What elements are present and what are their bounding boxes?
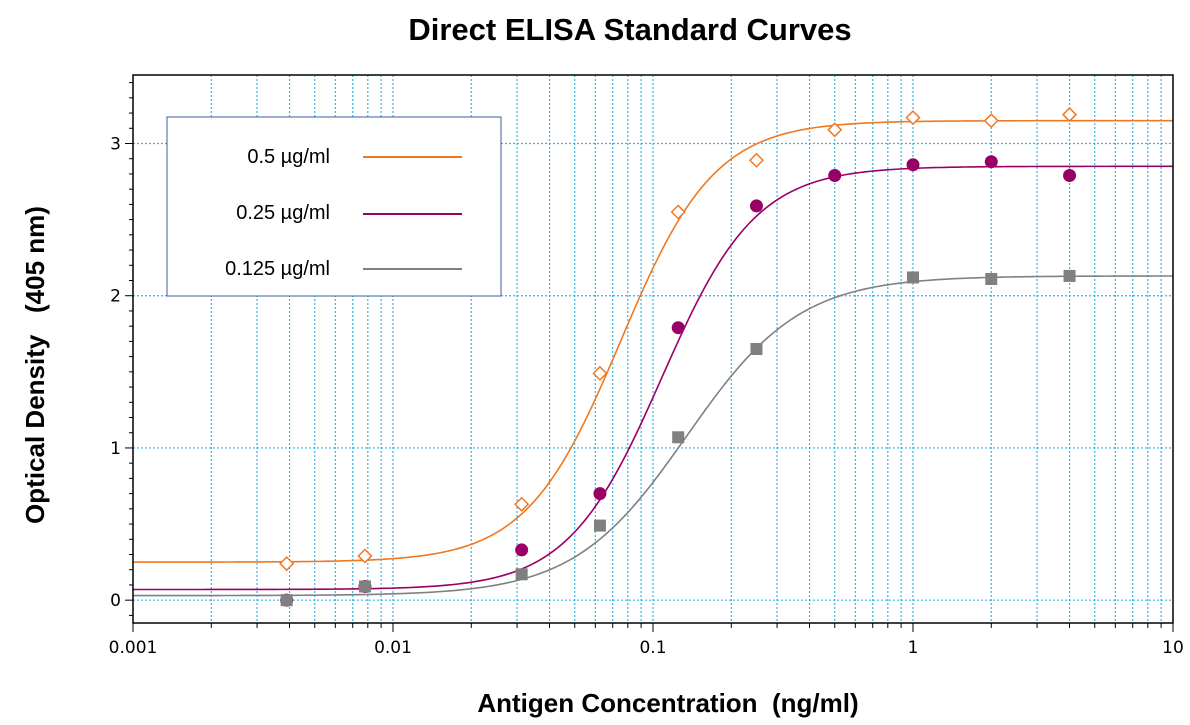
grid bbox=[133, 75, 1173, 623]
y-tick-label: 0 bbox=[110, 591, 121, 611]
data-point bbox=[514, 496, 530, 512]
data-point bbox=[592, 365, 608, 381]
legend: 0.5 µg/ml 0.25 µg/ml 0.125 µg/ml bbox=[166, 116, 502, 297]
data-point bbox=[357, 548, 373, 564]
data-point bbox=[515, 568, 528, 581]
y-tick-label: 2 bbox=[110, 287, 121, 307]
data-point bbox=[1061, 107, 1078, 123]
data-point bbox=[748, 152, 765, 168]
data-point bbox=[670, 204, 686, 220]
data-point bbox=[671, 321, 685, 335]
legend-label: 0.5 µg/ml bbox=[247, 146, 330, 168]
y-axis-title: Optical Density (405 nm) bbox=[20, 206, 50, 524]
data-point bbox=[983, 113, 999, 129]
fit-curves bbox=[132, 119, 1174, 597]
data-point bbox=[985, 272, 998, 285]
fit-curve bbox=[133, 275, 1174, 597]
legend-label: 0.25 µg/ml bbox=[236, 202, 330, 224]
y-tick-label: 3 bbox=[110, 135, 121, 155]
data-point bbox=[672, 431, 685, 444]
data-point bbox=[828, 168, 842, 182]
x-tick-label: 0.01 bbox=[374, 638, 412, 658]
chart-title: Direct ELISA Standard Curves bbox=[408, 12, 851, 47]
data-point bbox=[593, 487, 607, 501]
y-tick-label: 1 bbox=[110, 439, 121, 459]
data-points bbox=[279, 107, 1078, 607]
x-tick-label: 0.1 bbox=[639, 638, 666, 658]
fit-curve bbox=[133, 119, 1173, 563]
x-tick-label: 0.001 bbox=[109, 638, 158, 658]
data-point bbox=[750, 343, 763, 355]
axis-ticks bbox=[125, 82, 1174, 632]
data-point bbox=[279, 556, 295, 572]
legend-box bbox=[166, 116, 502, 297]
x-tick-label: 1 bbox=[908, 638, 919, 658]
data-point bbox=[515, 543, 529, 557]
x-tick-label: 10 bbox=[1162, 638, 1184, 658]
x-axis-title: Antigen Concentration (ng/ml) bbox=[477, 688, 858, 718]
data-point bbox=[358, 580, 371, 593]
data-point bbox=[1063, 168, 1077, 182]
legend-label: 0.125 µg/ml bbox=[225, 258, 330, 280]
data-point bbox=[749, 199, 763, 213]
data-point bbox=[907, 271, 919, 284]
data-point bbox=[1063, 269, 1076, 282]
data-point bbox=[906, 158, 920, 172]
data-point bbox=[593, 519, 606, 532]
data-point bbox=[984, 155, 998, 169]
data-point bbox=[827, 122, 843, 138]
data-point bbox=[280, 594, 293, 607]
fit-curve bbox=[132, 165, 1173, 591]
data-point bbox=[905, 110, 921, 126]
